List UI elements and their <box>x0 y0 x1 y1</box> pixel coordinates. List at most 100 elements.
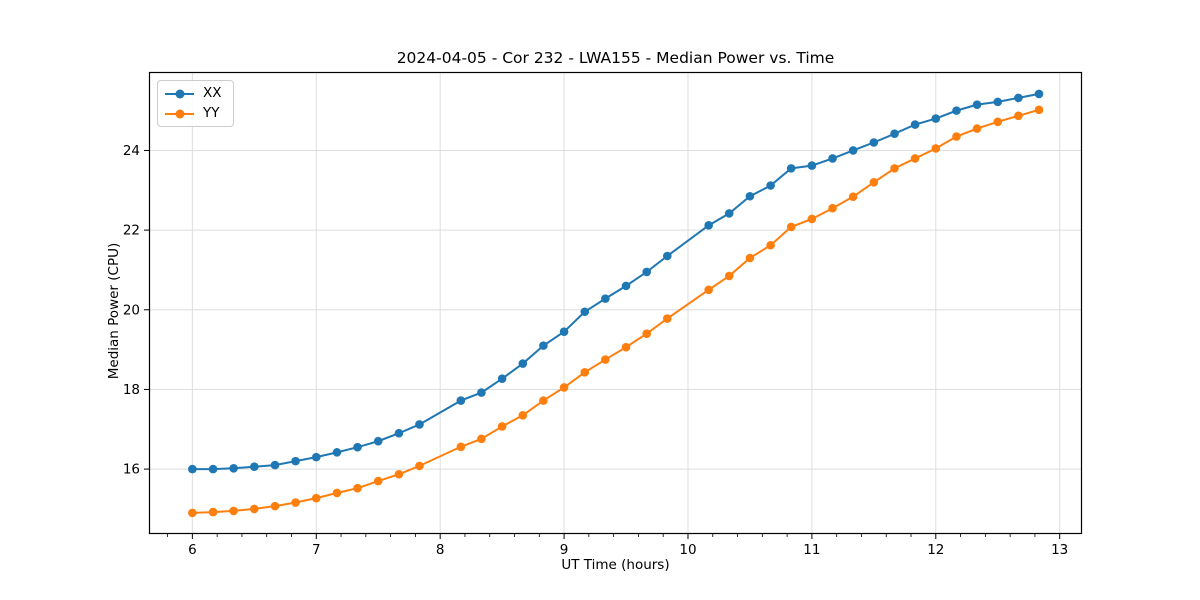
x-tick-label: 10 <box>679 542 696 558</box>
data-point-XX <box>1014 93 1023 103</box>
y-tick-label: 16 <box>123 462 140 478</box>
data-point-YY <box>1034 105 1044 115</box>
data-point-YY <box>704 285 713 295</box>
data-point-XX <box>642 267 652 277</box>
data-point-XX <box>291 456 300 466</box>
data-point-YY <box>539 396 548 405</box>
data-point-XX <box>910 120 920 129</box>
data-point-XX <box>993 97 1003 107</box>
data-point-XX <box>332 448 342 457</box>
legend-marker-xx <box>175 89 184 98</box>
x-tick-label: 11 <box>803 542 820 558</box>
data-point-YY <box>662 314 672 323</box>
series-XX <box>188 89 1044 474</box>
data-point-YY <box>993 117 1003 127</box>
data-point-YY <box>890 164 899 173</box>
data-point-XX <box>208 464 218 474</box>
x-tick-label: 8 <box>436 542 445 558</box>
legend-label-xx: XX <box>203 85 222 101</box>
y-tick-label: 22 <box>123 223 140 239</box>
x-axis-label: UT Time (hours) <box>561 557 670 573</box>
data-point-XX <box>869 138 879 147</box>
legend-item-xx: XX <box>165 86 222 101</box>
data-point-YY <box>208 507 218 517</box>
data-point-YY <box>250 504 259 514</box>
series-line-XX <box>191 92 1041 471</box>
legend-marker-yy <box>175 109 184 118</box>
data-point-XX <box>497 374 507 383</box>
x-tick-label: 9 <box>560 542 569 558</box>
data-point-YY <box>952 132 961 141</box>
data-point-YY <box>353 483 362 493</box>
data-point-XX <box>477 388 486 397</box>
data-point-XX <box>188 464 197 474</box>
data-point-YY <box>229 506 238 516</box>
y-tick-label: 18 <box>123 382 140 398</box>
data-point-YY <box>311 493 321 503</box>
data-point-YY <box>931 144 941 153</box>
data-point-YY <box>766 240 775 250</box>
data-point-YY <box>786 222 796 232</box>
data-point-YY <box>188 508 197 518</box>
data-point-YY <box>477 434 486 444</box>
data-point-XX <box>662 251 672 261</box>
data-point-YY <box>373 476 383 486</box>
data-point-XX <box>1034 89 1044 99</box>
data-point-XX <box>456 396 466 405</box>
data-point-XX <box>373 436 383 446</box>
data-point-YY <box>518 411 528 420</box>
data-point-YY <box>456 442 466 452</box>
data-point-XX <box>724 209 734 218</box>
grid <box>149 72 1082 534</box>
x-tick-label: 6 <box>188 542 197 558</box>
legend-item-yy: YY <box>165 106 222 121</box>
data-point-YY <box>972 124 982 133</box>
data-point-XX <box>539 341 548 350</box>
legend-line-sample-xx <box>165 89 194 98</box>
data-point-XX <box>766 181 775 190</box>
data-point-XX <box>394 428 404 438</box>
data-point-YY <box>745 253 755 263</box>
data-point-XX <box>250 462 259 471</box>
chart-title: 2024-04-05 - Cor 232 - LWA155 - Median P… <box>396 49 835 67</box>
data-point-XX <box>559 327 569 336</box>
data-point-YY <box>559 383 569 392</box>
data-point-XX <box>270 460 280 470</box>
tick-labels: 6 7 8 9 10 11 12 13 16 18 20 22 24 <box>123 143 1068 558</box>
data-point-YY <box>415 461 424 471</box>
data-point-XX <box>311 452 321 462</box>
series-line-YY <box>191 108 1041 514</box>
x-tick-label: 7 <box>312 542 321 558</box>
data-point-XX <box>621 281 631 291</box>
data-point-XX <box>518 359 528 368</box>
data-point-XX <box>745 191 755 201</box>
data-point-YY <box>869 178 879 187</box>
plot-border <box>148 71 1083 535</box>
data-point-XX <box>828 154 837 163</box>
series-YY <box>188 105 1044 518</box>
data-point-YY <box>828 203 837 213</box>
data-point-YY <box>848 192 858 201</box>
x-tick-label: 12 <box>927 542 944 558</box>
legend: XX YY <box>157 80 234 127</box>
data-point-YY <box>642 329 652 338</box>
data-point-XX <box>704 221 713 230</box>
ticks <box>144 149 1061 539</box>
data-point-YY <box>394 469 404 479</box>
data-point-YY <box>497 422 507 431</box>
data-point-YY <box>580 368 590 377</box>
y-tick-label: 24 <box>123 143 140 159</box>
data-point-YY <box>601 355 610 364</box>
data-point-XX <box>890 129 899 139</box>
data-point-XX <box>807 161 817 170</box>
data-point-XX <box>952 106 961 115</box>
data-point-XX <box>415 420 424 429</box>
y-tick-label: 20 <box>123 302 140 318</box>
y-axis-label: Median Power (CPU) <box>106 242 122 380</box>
data-point-YY <box>807 214 817 224</box>
data-point-YY <box>621 342 631 352</box>
legend-line-sample-yy <box>165 109 194 118</box>
data-point-XX <box>972 100 982 109</box>
